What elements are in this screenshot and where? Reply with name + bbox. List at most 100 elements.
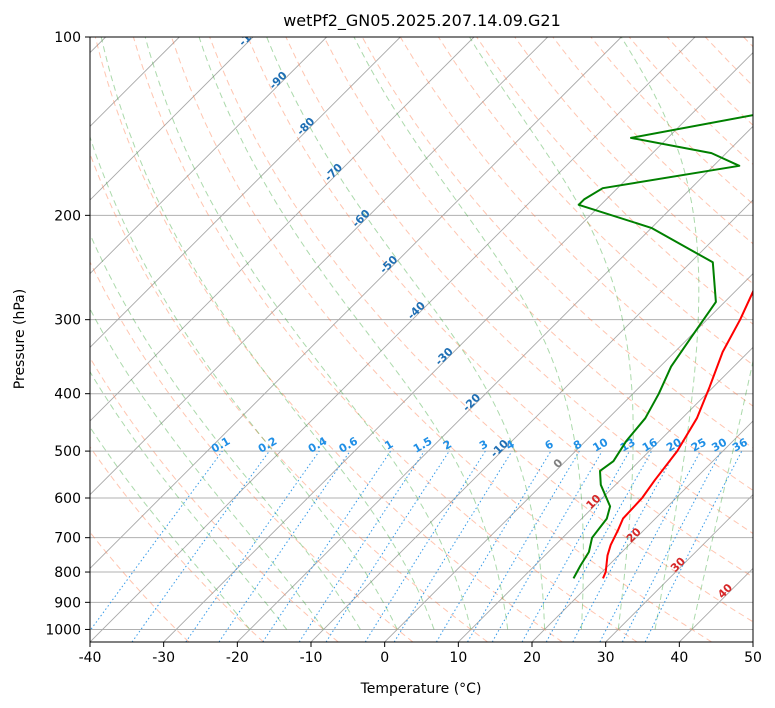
dry-adiabat-line	[90, 152, 488, 642]
mixing-ratio-line	[435, 450, 552, 642]
moist-adiabat-line	[90, 426, 251, 630]
y-tick-label: 800	[54, 565, 81, 581]
x-tick-label: -10	[300, 650, 323, 666]
x-tick-label: 30	[597, 650, 615, 666]
dry-adiabat-line	[90, 446, 264, 642]
dry-adiabat-line	[323, 37, 753, 491]
isotherm-label: -60	[350, 207, 373, 230]
dry-adiabat-line	[704, 37, 753, 87]
y-tick-label: 1000	[45, 622, 81, 638]
isotherm-label: 20	[624, 525, 644, 545]
moist-adiabat-line	[691, 358, 753, 630]
y-axis-ticks: 100 200 300 400 500 600 700 800 900 1000	[45, 30, 90, 638]
isotherm-line	[310, 199, 753, 642]
dry-adiabat-line	[247, 37, 753, 578]
dry-adiabat-line	[209, 37, 753, 623]
plot-area: 0.1 0.2 0.4 0.6 1 1.5 2 3 4 6 8 10 13 16 20 25 30 36-100-…	[90, 20, 753, 642]
mixing-ratio-label: 8	[571, 438, 584, 453]
moist-adiabat-line	[90, 232, 361, 630]
y-tick-label: 600	[54, 491, 81, 507]
isotherm-line	[90, 37, 401, 348]
mixing-ratio-label: 30	[709, 435, 729, 454]
dry-adiabat-line	[132, 37, 638, 642]
dewpoint-profile-line	[572, 114, 753, 579]
moist-adiabat-line	[144, 37, 472, 630]
x-axis-label: Temperature (°C)	[360, 681, 482, 697]
isotherm-label: -100	[236, 20, 265, 49]
y-tick-label: 100	[54, 30, 81, 46]
chart-title: wetPf2_GN05.2025.207.14.09.G21	[283, 11, 561, 31]
moist-adiabat-line	[90, 308, 324, 630]
mixing-ratio-line	[572, 450, 677, 642]
x-tick-label: -40	[79, 650, 102, 666]
x-tick-label: 0	[380, 650, 389, 666]
mixing-ratio-line	[298, 450, 425, 642]
isotherm-line	[163, 52, 753, 642]
temperature-profile-line	[602, 289, 753, 579]
mixing-ratio-label: 1.5	[411, 435, 434, 456]
mixing-ratio-line	[364, 450, 486, 642]
isotherm-line	[679, 567, 753, 642]
isotherm-line	[458, 346, 753, 642]
x-tick-label: 40	[670, 650, 688, 666]
dry-adiabat-line	[514, 37, 753, 285]
y-tick-label: 900	[54, 595, 81, 611]
mixing-ratio-line	[90, 450, 223, 632]
x-tick-label: -20	[226, 650, 249, 666]
dry-adiabat-line	[285, 37, 753, 535]
dry-adiabat-line	[90, 260, 414, 642]
moist-adiabat-line	[198, 37, 509, 630]
mixing-ratio-label: 10	[590, 435, 610, 454]
isotherm-label: 40	[715, 581, 735, 601]
isotherm-line	[90, 37, 622, 569]
dry-adiabat-line	[171, 37, 712, 642]
isotherm-line	[90, 37, 548, 496]
mixing-ratio-line	[545, 450, 653, 642]
isotherm-label: -90	[267, 69, 290, 92]
moist-adiabat-line	[266, 37, 546, 630]
isotherm-line	[90, 37, 254, 201]
dry-adiabat-line	[90, 356, 339, 642]
dry-adiabat-line	[437, 37, 753, 366]
isotherm-line	[752, 641, 753, 642]
dry-adiabat-line	[94, 37, 563, 642]
dry-adiabat-line	[552, 37, 753, 245]
moist-adiabat-line	[469, 37, 634, 630]
mixing-ratio-label: 6	[543, 437, 556, 452]
y-axis-label: Pressure (hPa)	[12, 289, 28, 389]
x-axis-ticks: -40 -30 -20 -10 0 10 20 30 40 50	[79, 642, 762, 666]
mixing-ratio-label: 0.6	[337, 434, 361, 455]
dry-adiabat-line	[476, 37, 753, 325]
x-tick-label: 10	[449, 650, 467, 666]
moist-adiabat-line	[100, 37, 435, 630]
y-tick-label: 200	[54, 208, 81, 224]
isotherm-line	[384, 273, 753, 642]
mixing-ratio-line	[644, 450, 743, 642]
mixing-ratio-label: 2	[441, 438, 454, 453]
mixing-ratio-line	[218, 450, 351, 642]
x-tick-label: 20	[523, 650, 541, 666]
x-tick-label: -30	[152, 650, 175, 666]
mixing-ratio-line	[325, 450, 450, 642]
isotherm-line	[90, 37, 327, 275]
moist-adiabat-line	[90, 135, 398, 630]
isotherm-line	[531, 420, 753, 642]
moist-adiabat-line	[353, 37, 584, 630]
isotherm-line	[605, 494, 753, 642]
mixing-ratio-line	[262, 450, 392, 642]
mixing-ratio-label: 25	[689, 436, 709, 455]
isotherm-label: -20	[460, 391, 483, 414]
moist-adiabat-line	[620, 37, 700, 630]
dry-adiabat-line	[743, 37, 753, 48]
isotherm-label: -50	[377, 253, 400, 276]
plot-frame	[89, 36, 754, 643]
dry-adiabat-line	[90, 531, 190, 642]
mixing-ratio-line	[599, 450, 701, 642]
isotherm-label: 10	[584, 492, 604, 512]
isotherm-label: -30	[433, 345, 456, 368]
moist-adiabat-line	[90, 370, 288, 630]
y-tick-label: 300	[54, 313, 81, 329]
y-tick-label: 500	[54, 444, 81, 460]
mixing-ratio-line	[185, 450, 320, 642]
